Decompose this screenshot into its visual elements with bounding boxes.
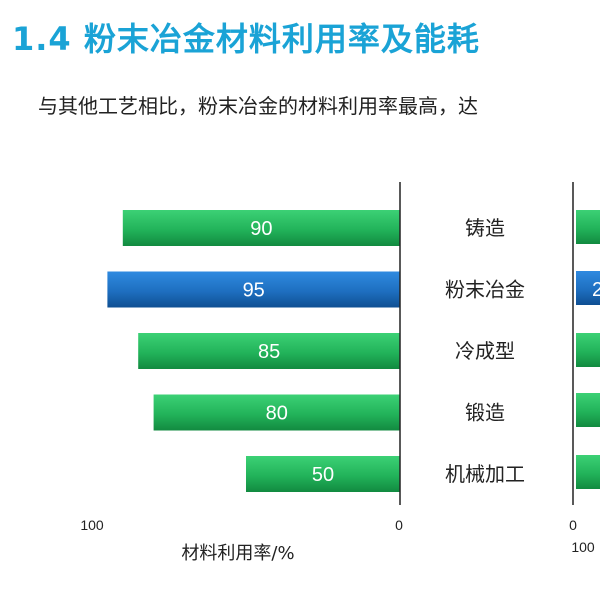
category-label: 冷成型 [455, 339, 515, 363]
bar-value-label: 85 [258, 341, 280, 363]
category-label: 粉末冶金 [445, 278, 525, 302]
partial-bar [576, 393, 600, 427]
bar [107, 271, 401, 308]
partial-bar-value: 2 [592, 279, 600, 301]
partial-bar [576, 455, 600, 489]
partial-tick-label: 100 [571, 539, 595, 555]
partial-tick-label: 0 [569, 517, 577, 533]
bar-value-label: 50 [312, 464, 334, 486]
bar-value-label: 95 [243, 280, 265, 302]
bar [122, 210, 401, 246]
bar [246, 456, 400, 492]
category-label: 机械加工 [445, 462, 525, 486]
partial-bar [576, 271, 600, 305]
x-axis-title: 材料利用率/% [181, 543, 294, 564]
bar [153, 394, 400, 431]
x-tick-label: 100 [80, 517, 104, 533]
partial-bar [576, 333, 600, 367]
category-label: 锻造 [465, 401, 505, 425]
intro-text: 与其他工艺相比，粉末冶金的材料利用率最高，达 [38, 94, 478, 118]
partial-bar [576, 210, 600, 244]
bar-value-label: 80 [266, 403, 288, 425]
page-title: 1.4 粉末冶金材料利用率及能耗 [12, 20, 480, 58]
category-label: 铸造 [465, 216, 505, 240]
x-tick-label: 0 [395, 517, 403, 533]
partial-chart-right: 2 0 100 [569, 182, 600, 555]
bar [138, 333, 400, 369]
bar-value-label: 90 [250, 218, 272, 240]
